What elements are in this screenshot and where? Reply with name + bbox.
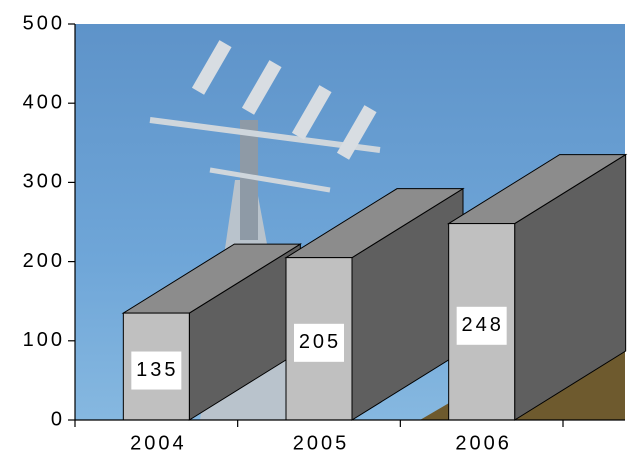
value-label: 248 xyxy=(461,314,503,336)
chart: 135 205 248 0 100 200 300 400 500 2004 2005 2006 xyxy=(0,0,635,455)
value-label: 135 xyxy=(136,359,178,381)
y-tick-label: 400 xyxy=(23,91,65,113)
y-tick-label: 500 xyxy=(23,12,65,34)
x-tick-label: 2004 xyxy=(130,432,187,454)
y-tick-label: 0 xyxy=(51,408,65,430)
y-tick-label: 100 xyxy=(23,329,65,351)
y-tick-label: 300 xyxy=(23,171,65,193)
y-tick-label: 200 xyxy=(23,250,65,272)
x-tick-label: 2006 xyxy=(455,432,512,454)
value-label: 205 xyxy=(299,331,341,353)
x-tick-label: 2005 xyxy=(293,432,350,454)
